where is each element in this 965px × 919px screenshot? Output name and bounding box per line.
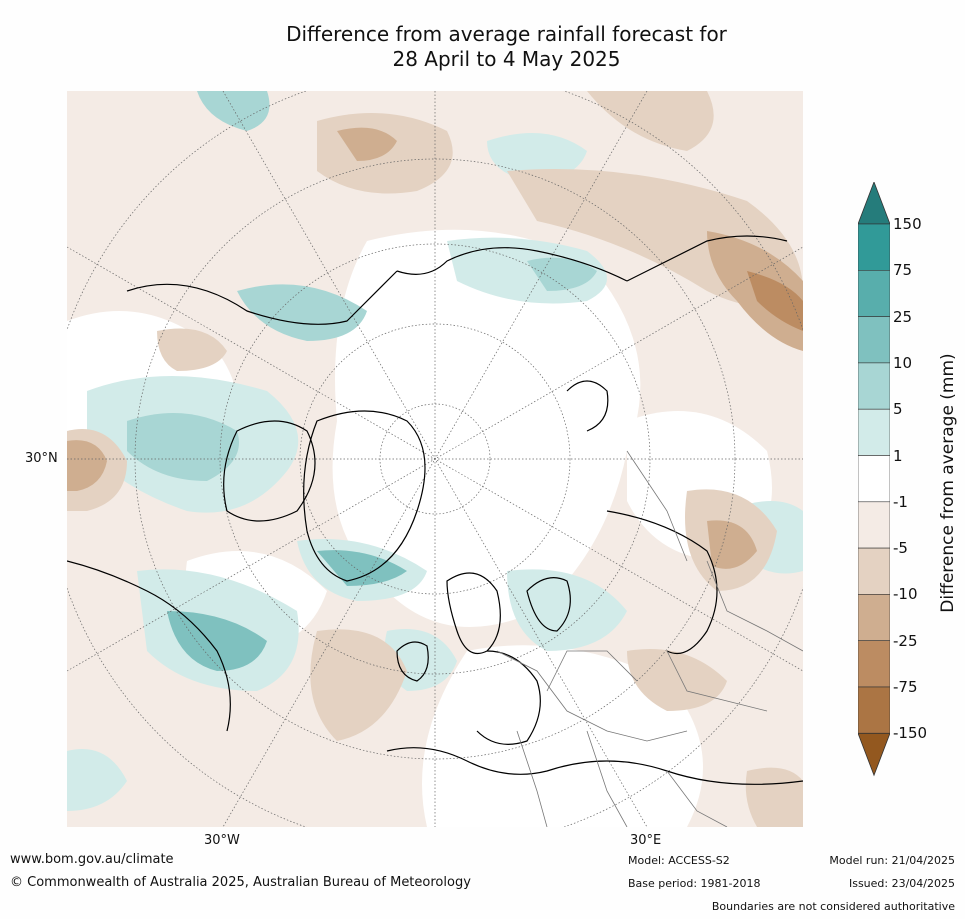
footer-model: Model: ACCESS-S2: [628, 854, 730, 867]
colorbar-tick-label: 75: [893, 261, 913, 280]
colorbar-tick-label: -75: [893, 678, 918, 696]
title-line-1: Difference from average rainfall forecas…: [286, 22, 727, 46]
colorbar-tick-label: -10: [893, 585, 918, 604]
colorbar-tick-label: 150: [893, 215, 922, 233]
footer-model-run: Model run: 21/04/2025: [829, 854, 955, 867]
footer-base-period: Base period: 1981-2018: [628, 877, 761, 890]
colorbar: [857, 180, 891, 782]
colorbar-tick-label: -150: [893, 724, 928, 743]
colorbar-extend-max: [857, 180, 891, 225]
colorbar-extend-min: [857, 732, 891, 777]
colorbar-tick-label: 1: [893, 446, 903, 465]
colorbar-swatches: [857, 180, 891, 777]
footer-url[interactable]: www.bom.gov.au/climate: [10, 852, 174, 867]
footer-copyright: © Commonwealth of Australia 2025, Austra…: [10, 875, 471, 890]
colorbar-segment: [857, 455, 891, 503]
rainfall-anomaly-map: [67, 91, 803, 827]
colorbar-tick-label: -5: [893, 539, 908, 558]
colorbar-segment: [857, 223, 891, 271]
colorbar-tick-label: -25: [893, 631, 918, 650]
colorbar-segment: [857, 270, 891, 317]
colorbar-segment: [857, 686, 891, 734]
colorbar-segment: [857, 501, 891, 549]
colorbar-segment: [857, 408, 891, 456]
colorbar-segment: [857, 547, 891, 595]
colorbar-tick-label: 5: [893, 400, 903, 419]
longitude-label-30e: 30°E: [630, 833, 662, 848]
colorbar-tick-label: 25: [893, 307, 913, 326]
colorbar-segment: [857, 640, 891, 688]
footer-issued: Issued: 23/04/2025: [848, 877, 955, 890]
colorbar-segment: [857, 316, 891, 364]
colorbar-segment: [857, 594, 891, 641]
latitude-label-30n: 30°N: [25, 451, 58, 466]
map-title: Difference from average rainfall forecas…: [0, 22, 965, 72]
footer-disclaimer: Boundaries are not considered authoritat…: [711, 900, 955, 913]
longitude-label-30w: 30°W: [204, 833, 240, 848]
colorbar-title: Difference from average (mm): [938, 353, 958, 613]
title-line-2: 28 April to 4 May 2025: [392, 47, 621, 71]
colorbar-tick-label: -1: [893, 492, 908, 511]
polar-map: [67, 91, 803, 827]
colorbar-tick-label: 10: [893, 353, 913, 372]
colorbar-segment: [857, 362, 891, 410]
